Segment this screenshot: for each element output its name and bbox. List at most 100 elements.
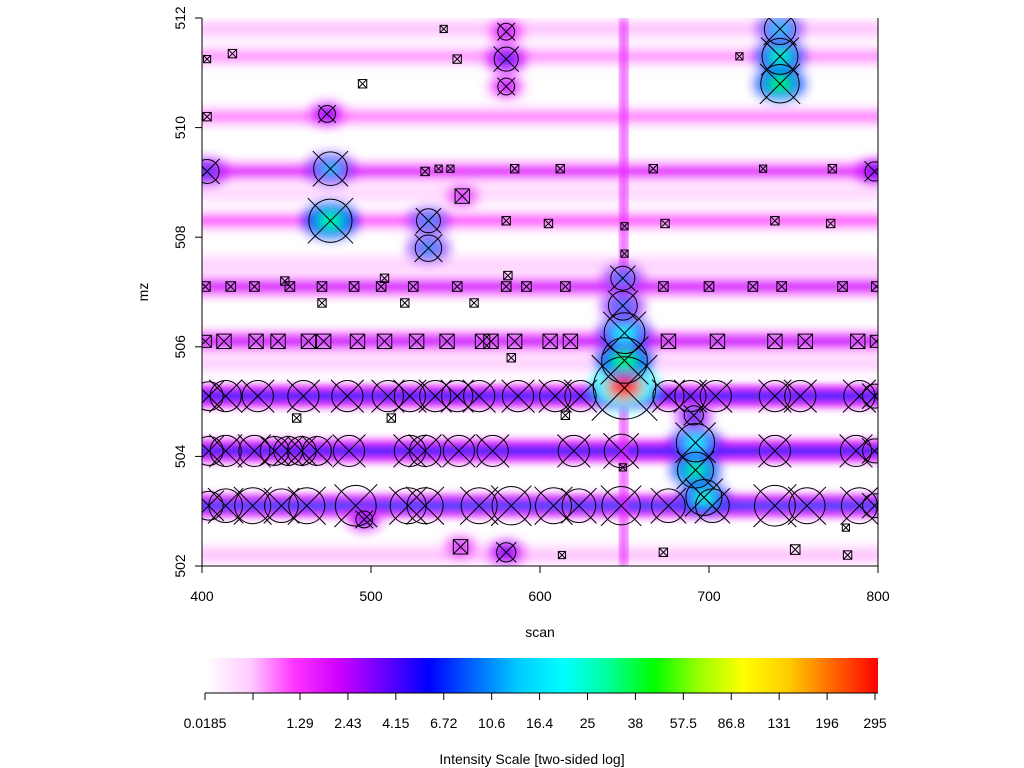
peak-marker [376, 333, 393, 350]
peak-marker [202, 158, 221, 185]
peak-marker [330, 379, 365, 413]
peak-marker [469, 298, 479, 308]
peak-marker [301, 435, 333, 467]
peak-marker [259, 435, 291, 467]
peak-marker [233, 486, 272, 525]
peak-marker [408, 333, 425, 350]
peak-marker [557, 434, 591, 468]
peak-marker [241, 379, 275, 413]
intensity-band [202, 500, 878, 511]
peak-marker [439, 333, 455, 350]
peak-marker [202, 55, 212, 64]
peak-marker [497, 22, 516, 41]
peak-marker [758, 434, 792, 468]
colorbar-tick-label: 196 [815, 715, 839, 731]
peak-marker [388, 486, 428, 525]
peak-marker [747, 281, 759, 292]
peak-marker [827, 164, 838, 174]
peak-marker [789, 544, 801, 555]
peak-marker [459, 486, 499, 525]
intensity-band [202, 215, 878, 226]
peak-marker [291, 413, 302, 423]
peak-marker [462, 379, 496, 413]
peak-marker [825, 218, 836, 229]
peak-marker [348, 281, 360, 292]
intensity-band [202, 166, 878, 177]
peak-marker [869, 334, 878, 348]
peak-marker [837, 281, 848, 292]
colorbar-gradient [205, 658, 878, 693]
peak-marker [603, 432, 640, 469]
x-axis-title: scan [525, 624, 555, 640]
peak-marker [660, 218, 670, 229]
peak-marker [650, 487, 687, 524]
y-tick-label: 506 [172, 335, 188, 359]
peak-marker [202, 334, 212, 348]
peak-marker [607, 290, 639, 322]
peak-marker [207, 487, 244, 524]
colorbar-tick-label: 86.8 [718, 715, 745, 731]
peak-marker [676, 450, 715, 490]
peak-marker [280, 276, 290, 286]
peak-marker [840, 486, 878, 525]
peak-marker [648, 164, 658, 174]
colorbar-tick-label: 295 [863, 715, 887, 731]
peak-marker [563, 379, 598, 413]
peak-marker [557, 550, 567, 560]
peak-marker [850, 333, 866, 350]
intensity-band [202, 550, 878, 561]
peak-marker [560, 281, 571, 292]
peak-marker [357, 79, 368, 89]
peak-marker [474, 333, 491, 350]
peak-marker [538, 379, 572, 413]
peak-marker [861, 492, 878, 519]
peak-marker [787, 486, 827, 525]
peak-marker [442, 434, 476, 468]
peak-marker [759, 63, 801, 105]
peak-marker [560, 410, 571, 421]
peak-marker [758, 164, 768, 173]
peak-marker [493, 46, 520, 73]
peak-marker [758, 379, 792, 413]
peak-marker [735, 52, 744, 61]
y-tick-label: 502 [172, 554, 188, 578]
peak-marker [300, 333, 317, 350]
peak-marker [861, 383, 878, 410]
colorbar-tick-label: 1.29 [286, 715, 313, 731]
peak-marker [797, 333, 814, 350]
intensity-band [202, 188, 878, 199]
peak-marker [506, 333, 523, 350]
peak-marker [317, 298, 327, 308]
peak-marker [312, 150, 349, 187]
y-tick-label: 508 [172, 225, 188, 249]
peak-marker [393, 379, 427, 413]
colorbar-title: Intensity Scale [two-sided log] [439, 751, 624, 767]
peak-marker [227, 48, 238, 59]
x-tick-label: 400 [190, 588, 214, 604]
peak-marker [446, 164, 455, 173]
intensity-band [202, 336, 878, 347]
peak-marker [405, 486, 445, 525]
peak-marker [560, 487, 597, 524]
peak-marker [355, 510, 374, 529]
peak-marker [600, 485, 642, 527]
peak-marker [620, 249, 629, 258]
peak-marker [709, 333, 726, 350]
peak-marker [379, 273, 390, 284]
peak-marker [400, 298, 410, 308]
y-axis-ticks: 502 504 506 508 510 512 [172, 6, 202, 578]
peak-marker [753, 483, 797, 528]
peak-marker [521, 281, 532, 292]
x-tick-label: 700 [697, 588, 721, 604]
heatmap-layer [202, 18, 878, 566]
x-tick-label: 800 [866, 588, 890, 604]
peak-marker [386, 413, 396, 423]
peak-marker [414, 233, 443, 263]
peak-marker [454, 188, 470, 204]
peak-marker [684, 478, 724, 517]
colorbar-tick-label: 57.5 [670, 715, 697, 731]
peak-marker [316, 281, 328, 292]
peak-marker [861, 437, 878, 464]
